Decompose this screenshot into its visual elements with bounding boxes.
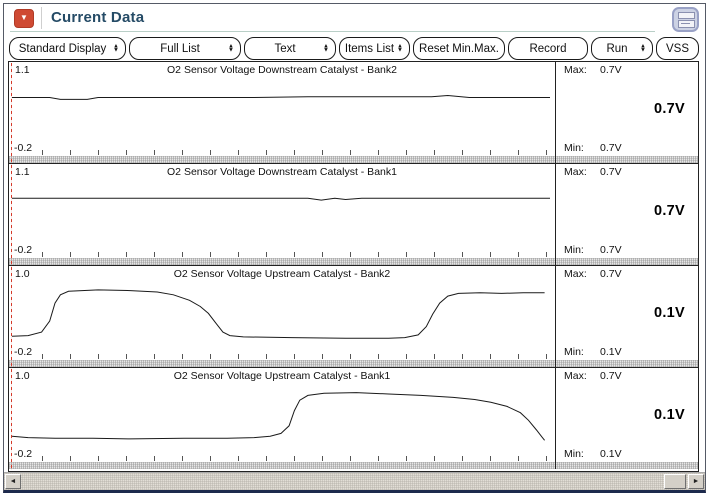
y-axis-max-label: 1.0 <box>15 370 30 382</box>
toolbar-button-reset-min-max[interactable]: Reset Min.Max. <box>413 37 505 60</box>
waveform-line <box>11 392 545 441</box>
max-label: Max: <box>564 166 587 178</box>
toolbar-button-text[interactable]: Text ▲ ▼ <box>244 37 336 60</box>
value-info-pane: Max: 0.7V 0.1V Min: 0.1V <box>555 368 698 469</box>
y-axis-max-label: 1.0 <box>15 268 30 280</box>
button-label: Record <box>529 42 567 55</box>
x-axis-ticks <box>42 354 553 359</box>
waveform-svg <box>12 197 550 201</box>
button-label: VSS <box>665 42 689 55</box>
min-value: 0.1V <box>600 448 622 460</box>
max-value: 0.7V <box>600 370 622 382</box>
min-label: Min: <box>564 448 584 460</box>
max-value: 0.7V <box>600 268 622 280</box>
min-label: Min: <box>564 346 584 358</box>
chart-title: O2 Sensor Voltage Upstream Catalyst - Ba… <box>173 370 391 382</box>
button-label: Items List <box>344 42 395 55</box>
toolbar: Standard Display ▲ ▼ Full List ▲ ▼ Text ▲ ▼ Items… <box>9 37 701 62</box>
panel-axis-band <box>9 462 698 469</box>
waveform-plot[interactable]: 1.0 O2 Sensor Voltage Upstream Catalyst -… <box>9 266 555 367</box>
dropdown-arrows-icon: ▲ ▼ <box>323 43 329 54</box>
max-value: 0.7V <box>600 166 622 178</box>
waveform-plot[interactable]: 1.0 O2 Sensor Voltage Upstream Catalyst -… <box>9 368 555 469</box>
title-bar: ▼ Current Data <box>4 4 705 32</box>
waveform-svg <box>11 289 545 339</box>
panel-axis-band <box>9 360 698 367</box>
y-axis-min-label: -0.2 <box>14 448 33 460</box>
max-label: Max: <box>564 64 587 76</box>
dropdown-arrows-icon: ▲ ▼ <box>640 43 646 54</box>
charts-area: 1.1 O2 Sensor Voltage Downstream Catalyst… <box>8 61 699 472</box>
x-axis-ticks <box>42 252 553 257</box>
max-label: Max: <box>564 370 587 382</box>
y-axis-max-label: 1.1 <box>15 166 30 178</box>
y-axis-min-label: -0.2 <box>14 346 33 358</box>
toolbar-button-standard-display[interactable]: Standard Display ▲ ▼ <box>9 37 126 60</box>
min-value: 0.7V <box>600 244 622 256</box>
current-value: 0.7V <box>653 203 685 219</box>
waveform-plot[interactable]: 1.1 O2 Sensor Voltage Downstream Catalyst… <box>9 62 555 163</box>
button-label: Text <box>274 42 296 55</box>
chart-title: O2 Sensor Voltage Upstream Catalyst - Ba… <box>173 268 391 280</box>
scroll-right-icon[interactable]: ► <box>688 474 704 489</box>
toolbar-button-items-list[interactable]: Items List ▲ ▼ <box>339 37 410 60</box>
panel-axis-band <box>9 258 698 265</box>
dropdown-arrows-icon: ▲ ▼ <box>397 43 403 54</box>
waveform-svg <box>11 392 545 441</box>
button-label: Reset Min.Max. <box>419 42 499 55</box>
toolbar-button-record[interactable]: Record <box>508 37 588 60</box>
value-info-pane: Max: 0.7V 0.7V Min: 0.7V <box>555 164 698 265</box>
printer-icon-detail <box>678 12 695 19</box>
window-menu-icon[interactable]: ▼ <box>14 9 34 28</box>
y-axis-min-label: -0.2 <box>14 244 33 256</box>
x-axis-ticks <box>42 150 553 155</box>
dropdown-arrows-icon: ▲ ▼ <box>228 43 234 54</box>
chart-title: O2 Sensor Voltage Downstream Catalyst - … <box>167 64 397 76</box>
waveform-line <box>12 197 550 201</box>
printer-icon[interactable] <box>672 7 699 32</box>
button-label: Run <box>606 42 628 55</box>
y-axis-min-label: -0.2 <box>14 142 33 154</box>
max-label: Max: <box>564 268 587 280</box>
button-label: Standard Display <box>18 42 107 55</box>
waveform-plot[interactable]: 1.1 O2 Sensor Voltage Downstream Catalyst… <box>9 164 555 265</box>
data-cursor-line[interactable] <box>11 63 12 470</box>
chart-panel-3: 1.0 O2 Sensor Voltage Upstream Catalyst -… <box>9 265 698 367</box>
toolbar-button-vss[interactable]: VSS <box>656 37 699 60</box>
button-label: Full List <box>160 42 200 55</box>
x-axis-ticks <box>42 456 553 461</box>
scroll-left-icon[interactable]: ◄ <box>5 474 21 489</box>
min-value: 0.7V <box>600 142 622 154</box>
printer-icon-detail <box>678 20 695 28</box>
waveform-line <box>11 289 545 339</box>
titlebar-divider <box>41 7 42 29</box>
chart-panel-1: 1.1 O2 Sensor Voltage Downstream Catalyst… <box>9 62 698 163</box>
panel-axis-band <box>9 156 698 163</box>
chart-panel-4: 1.0 O2 Sensor Voltage Upstream Catalyst -… <box>9 367 698 469</box>
chart-panel-2: 1.1 O2 Sensor Voltage Downstream Catalyst… <box>9 163 698 265</box>
waveform-line <box>12 94 550 100</box>
app-window: ▼ Current Data Standard Display ▲ ▼ Full Li… <box>3 3 706 493</box>
toolbar-button-full-list[interactable]: Full List ▲ ▼ <box>129 37 241 60</box>
toolbar-button-run[interactable]: Run ▲ ▼ <box>591 37 653 60</box>
value-info-pane: Max: 0.7V 0.7V Min: 0.7V <box>555 62 698 163</box>
y-axis-max-label: 1.1 <box>15 64 30 76</box>
min-label: Min: <box>564 244 584 256</box>
current-value: 0.1V <box>653 305 685 321</box>
horizontal-scrollbar[interactable]: ◄ ► <box>4 472 705 490</box>
current-value: 0.1V <box>653 407 685 423</box>
titlebar-underline <box>10 31 655 32</box>
min-value: 0.1V <box>600 346 622 358</box>
waveform-svg <box>12 94 550 100</box>
value-info-pane: Max: 0.7V 0.1V Min: 0.1V <box>555 266 698 367</box>
scrollbar-thumb[interactable] <box>664 474 686 489</box>
dropdown-arrows-icon: ▲ ▼ <box>113 43 119 54</box>
chart-title: O2 Sensor Voltage Downstream Catalyst - … <box>167 166 397 178</box>
min-label: Min: <box>564 142 584 154</box>
page-title: Current Data <box>51 9 145 26</box>
max-value: 0.7V <box>600 64 622 76</box>
current-value: 0.7V <box>653 101 685 117</box>
